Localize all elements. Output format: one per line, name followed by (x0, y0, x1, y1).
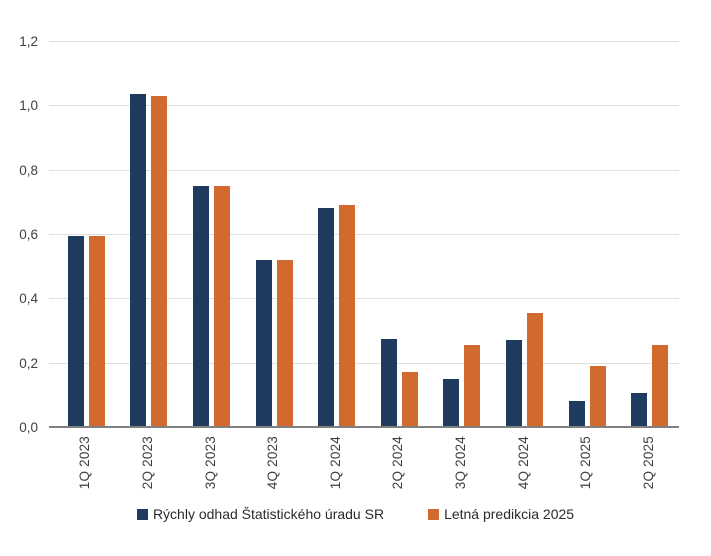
gridline (49, 41, 679, 42)
y-axis-tick-label: 0,4 (19, 291, 38, 306)
x-axis-category-label: 4Q 2023 (265, 436, 280, 490)
x-axis-category-label: 1Q 2025 (578, 436, 593, 490)
legend-label-letna-predikcia: Letná predikcia 2025 (444, 506, 575, 522)
y-axis-tick-label: 0,0 (19, 420, 38, 435)
bar-letn-4q-2024 (527, 313, 543, 427)
y-axis-tick-label: 1,0 (19, 98, 38, 113)
legend-label-rychly-odhad: Rýchly odhad Štatistického úradu SR (152, 506, 385, 522)
legend: Rýchly odhad Štatistického úradu SR Letn… (0, 506, 711, 522)
x-axis-category-label: 4Q 2024 (516, 436, 531, 490)
bar-r-chly-1q-2023 (68, 236, 84, 427)
bar-letn-4q-2023 (277, 260, 293, 427)
bar-r-chly-2q-2024 (381, 339, 397, 427)
x-axis-line (49, 426, 679, 428)
bar-r-chly-4q-2024 (506, 340, 522, 427)
bar-letn-2q-2023 (151, 96, 167, 427)
x-axis-category-label: 2Q 2024 (390, 436, 405, 490)
bar-letn-3q-2024 (464, 345, 480, 427)
gridline (49, 105, 679, 106)
y-axis-tick-label: 0,2 (19, 356, 38, 371)
bar-r-chly-4q-2023 (256, 260, 272, 427)
bar-r-chly-3q-2023 (193, 186, 209, 427)
x-axis-category-label: 3Q 2023 (203, 436, 218, 490)
legend-item-letna-predikcia: Letná predikcia 2025 (428, 506, 574, 522)
x-axis-category-label: 2Q 2025 (641, 436, 656, 490)
bar-r-chly-3q-2024 (443, 379, 459, 427)
x-axis-category-label: 2Q 2023 (140, 436, 155, 490)
bar-letn-2q-2025 (652, 345, 668, 427)
legend-swatch-navy-icon (136, 508, 148, 520)
bar-letn-1q-2025 (590, 366, 606, 427)
bar-letn-3q-2023 (214, 186, 230, 427)
y-axis-tick-label: 1,2 (19, 34, 38, 49)
gridline (49, 363, 679, 364)
bar-letn-1q-2023 (89, 236, 105, 427)
gridline (49, 170, 679, 171)
x-axis-category-label: 3Q 2024 (453, 436, 468, 490)
x-axis-category-label: 1Q 2024 (328, 436, 343, 490)
gridline (49, 234, 679, 235)
y-axis-tick-label: 0,6 (19, 227, 38, 242)
bar-r-chly-1q-2025 (569, 401, 585, 427)
bar-r-chly-2q-2023 (130, 94, 146, 427)
bar-r-chly-1q-2024 (318, 208, 334, 427)
y-axis-tick-label: 0,8 (19, 163, 38, 178)
legend-item-rychly-odhad: Rýchly odhad Štatistického úradu SR (136, 506, 385, 522)
legend-swatch-orange-icon (428, 508, 440, 520)
bar-r-chly-2q-2025 (631, 393, 647, 427)
bar-letn-2q-2024 (402, 372, 418, 427)
gridline (49, 298, 679, 299)
bar-letn-1q-2024 (339, 205, 355, 427)
x-axis-category-label: 1Q 2023 (77, 436, 92, 490)
